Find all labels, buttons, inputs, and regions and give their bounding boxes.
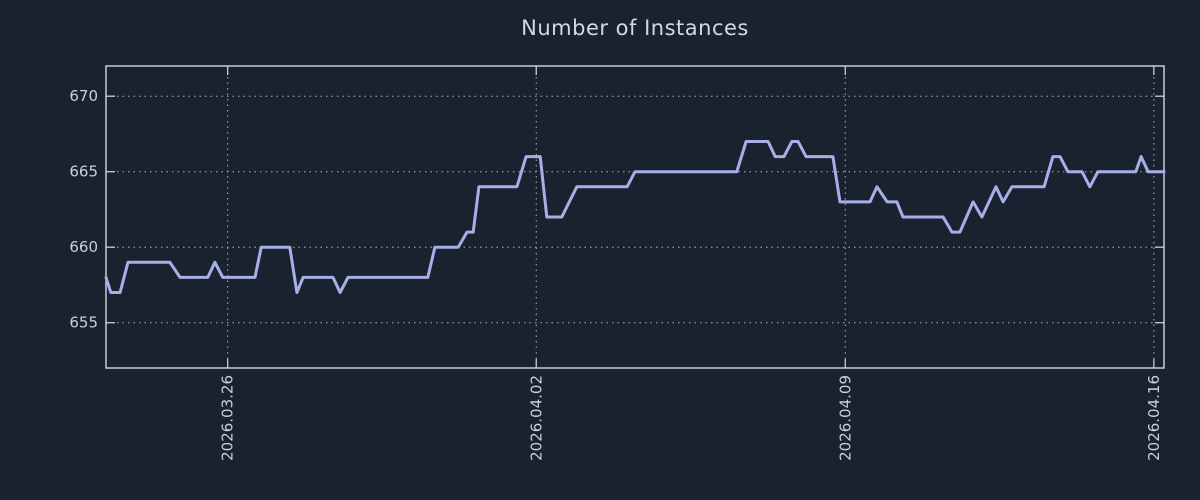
y-tick-label: 655	[69, 314, 98, 332]
x-tick-label: 2026.03.26	[219, 375, 237, 461]
plot-border	[105, 65, 1165, 369]
y-tick-label: 670	[69, 87, 98, 105]
chart-title: Number of Instances	[521, 16, 749, 40]
x-tick-label: 2026.04.16	[1145, 375, 1163, 461]
y-tick-label: 665	[69, 163, 98, 181]
x-tick-label: 2026.04.09	[836, 375, 854, 461]
series-line-instances	[104, 140, 1166, 294]
x-tick-label: 2026.04.02	[527, 375, 545, 461]
y-tick-label: 660	[69, 238, 98, 256]
